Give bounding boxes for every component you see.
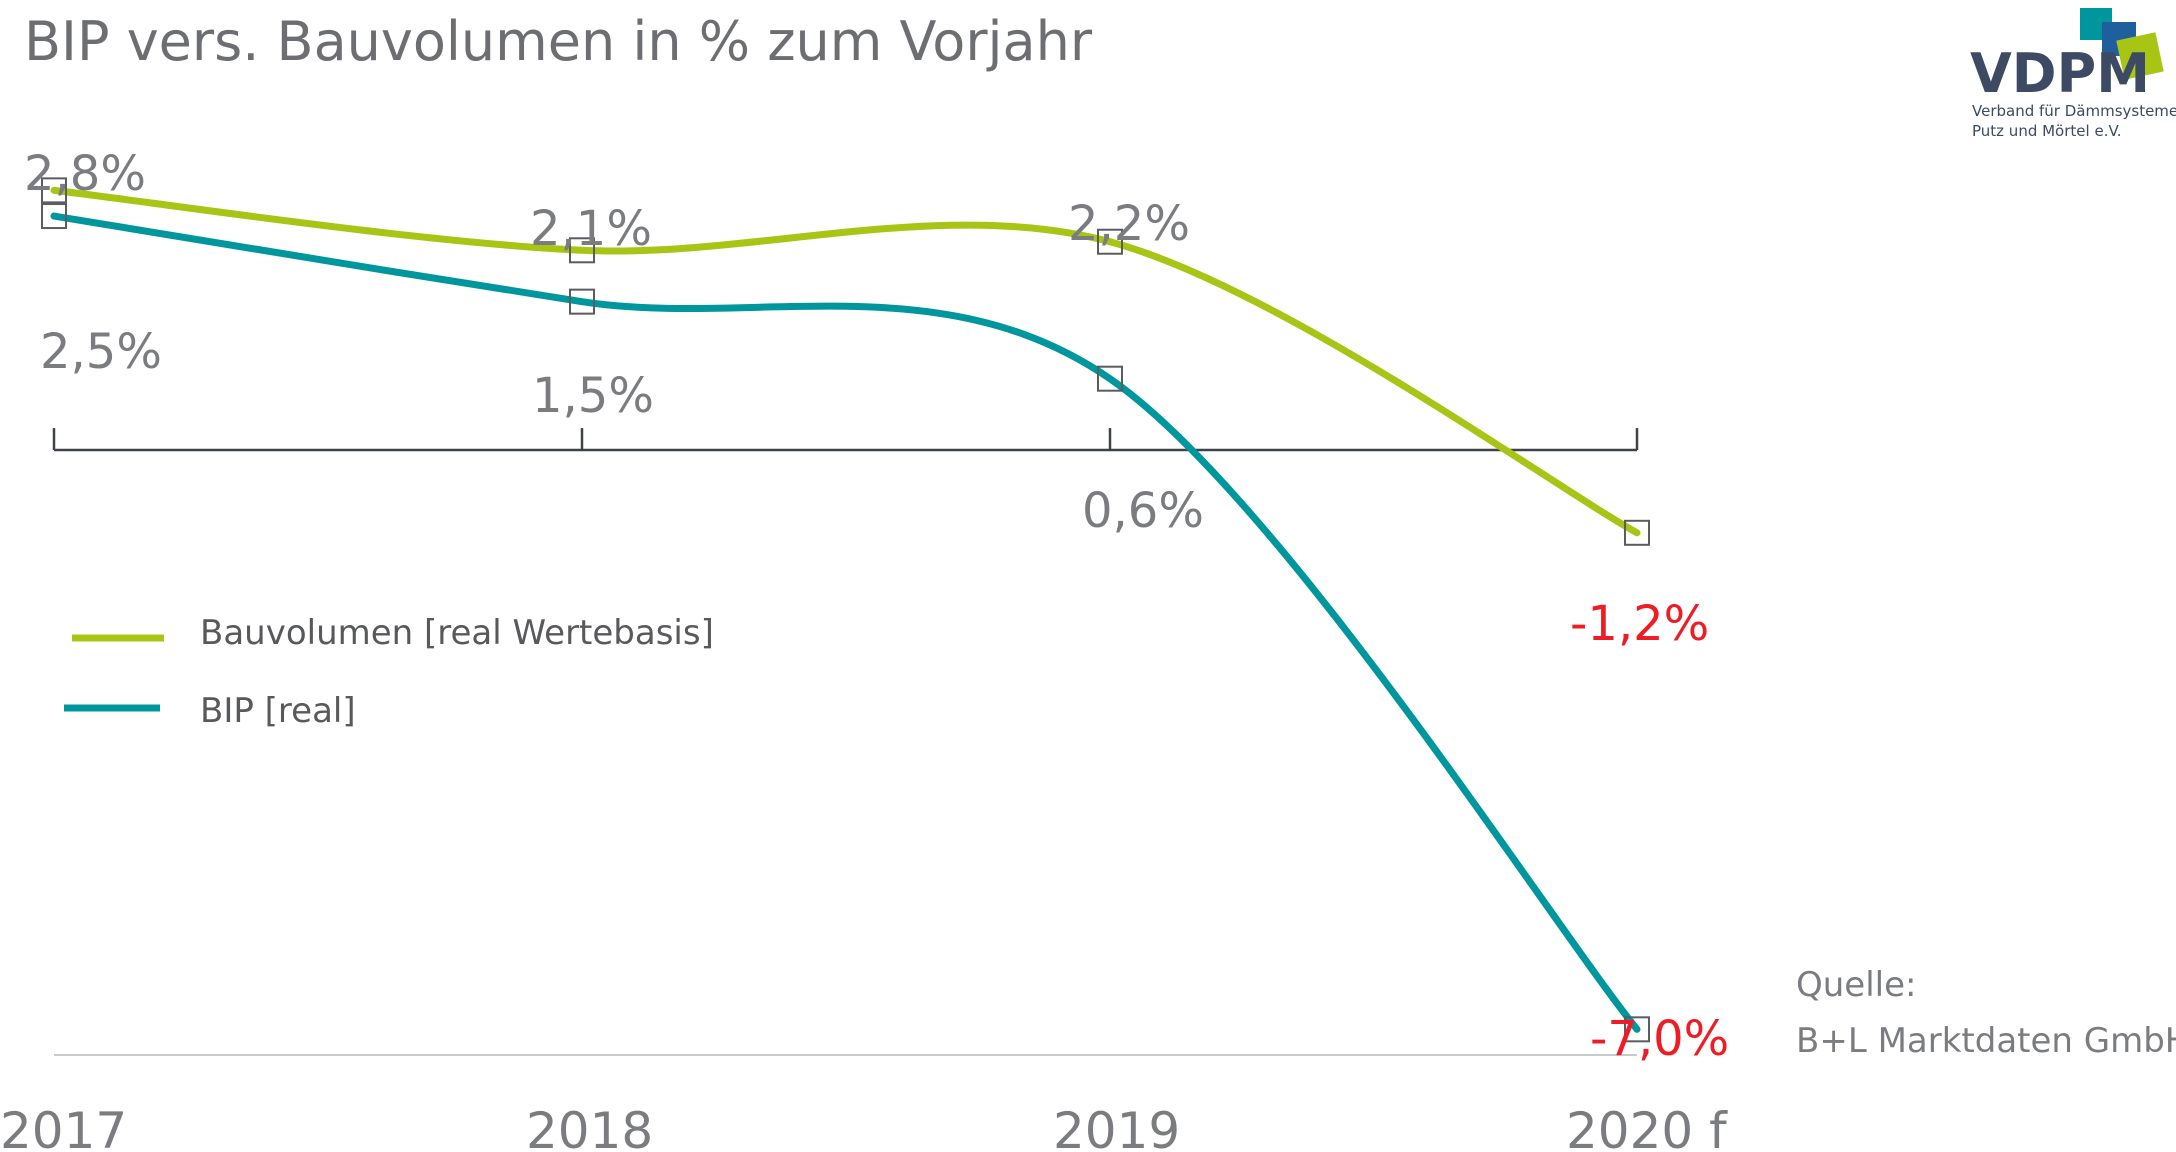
legend-label-bip: BIP [real]	[200, 691, 356, 731]
source-label: Quelle:	[1796, 965, 1917, 1005]
bip-labels: 2,5% 1,5% 0,6% -7,0%	[40, 324, 1729, 1067]
series-lines	[50, 186, 1641, 1033]
marker-series0-0	[41, 177, 67, 204]
marker-series1-1	[569, 288, 595, 315]
bauvolumen-label-2018: 2,1%	[530, 201, 652, 257]
bauvolumen-label-2019: 2,2%	[1068, 196, 1190, 252]
marker-series1-2	[1097, 365, 1123, 392]
x-tick-2020: 2020 f	[1566, 1102, 1728, 1152]
bauvolumen-labels: 2,8% 2,1% 2,2% -1,2%	[24, 146, 1709, 652]
chart-title: BIP vers. Bauvolumen in % zum Vorjahr	[24, 10, 1093, 73]
legend: Bauvolumen [real Wertebasis] BIP [real]	[64, 613, 714, 731]
bip-label-2019: 0,6%	[1082, 483, 1204, 539]
zero-axis-ticks	[52, 428, 1639, 451]
logo-square-green	[2116, 32, 2164, 80]
marker-series1-0	[41, 203, 67, 230]
marker-series0-3	[1624, 519, 1650, 546]
legend-label-bauvolumen: Bauvolumen [real Wertebasis]	[200, 613, 714, 653]
x-tick-2017: 2017	[0, 1102, 127, 1152]
logo-name: VDPM	[1970, 42, 2150, 105]
x-tick-2019: 2019	[1053, 1102, 1180, 1152]
source-note: Quelle: B+L Marktdaten GmbH	[1796, 965, 2176, 1061]
data-markers	[41, 177, 1650, 1043]
logo-subtitle-line1: Verband für Dämmsysteme,	[1972, 102, 2176, 120]
x-axis-labels: 2017 2018 2019 2020 f	[0, 1102, 1728, 1152]
marker-series0-2	[1097, 228, 1123, 255]
series-line-1	[50, 212, 1641, 1033]
bip-label-2017: 2,5%	[40, 324, 162, 380]
bip-label-2020: -7,0%	[1590, 1011, 1729, 1067]
marker-series1-3	[1624, 1016, 1650, 1043]
bauvolumen-label-2017: 2,8%	[24, 146, 146, 202]
source-name: B+L Marktdaten GmbH	[1796, 1021, 2176, 1061]
x-tick-2018: 2018	[526, 1102, 653, 1152]
vdpm-logo: VDPM Verband für Dämmsysteme, Putz und M…	[1970, 8, 2176, 140]
bauvolumen-label-2020: -1,2%	[1570, 596, 1709, 652]
marker-series0-1	[569, 237, 595, 264]
bip-label-2018: 1,5%	[532, 368, 654, 424]
logo-subtitle-line2: Putz und Mörtel e.V.	[1972, 122, 2122, 140]
series-line-0	[50, 186, 1641, 537]
